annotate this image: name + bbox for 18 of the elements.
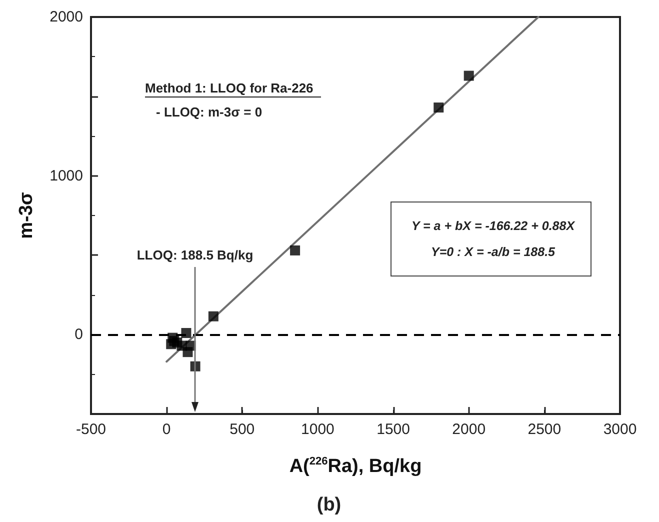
y-tick-label: 2000 xyxy=(50,8,83,26)
x-tick-label: 500 xyxy=(230,421,255,438)
annotation: Y=0 : X = -a/b = 188.5 xyxy=(430,245,556,259)
y-axis-title: m-3σ xyxy=(16,192,37,239)
annotation: - LLOQ: m-3σ = 0 xyxy=(156,104,262,120)
x-tick-label: 1000 xyxy=(301,421,334,438)
x-tick-label: -500 xyxy=(76,421,106,438)
x-tick-label: 2000 xyxy=(452,421,486,438)
annotation: LLOQ: 188.5 Bq/kg xyxy=(136,248,254,262)
annotation: Y = a + bX = -166.22 + 0.88X xyxy=(411,219,576,233)
annotation: Method 1: LLOQ for Ra-226 xyxy=(145,80,314,96)
x-tick-label: 0 xyxy=(162,421,171,438)
x-tick-label: 3000 xyxy=(603,421,637,438)
y-tick-label: 1000 xyxy=(50,167,83,184)
x-tick-label: 1500 xyxy=(376,421,410,438)
text: (b) xyxy=(316,494,342,516)
x-tick-label: 2500 xyxy=(528,421,562,438)
y-tick-label: 0 xyxy=(74,326,83,344)
